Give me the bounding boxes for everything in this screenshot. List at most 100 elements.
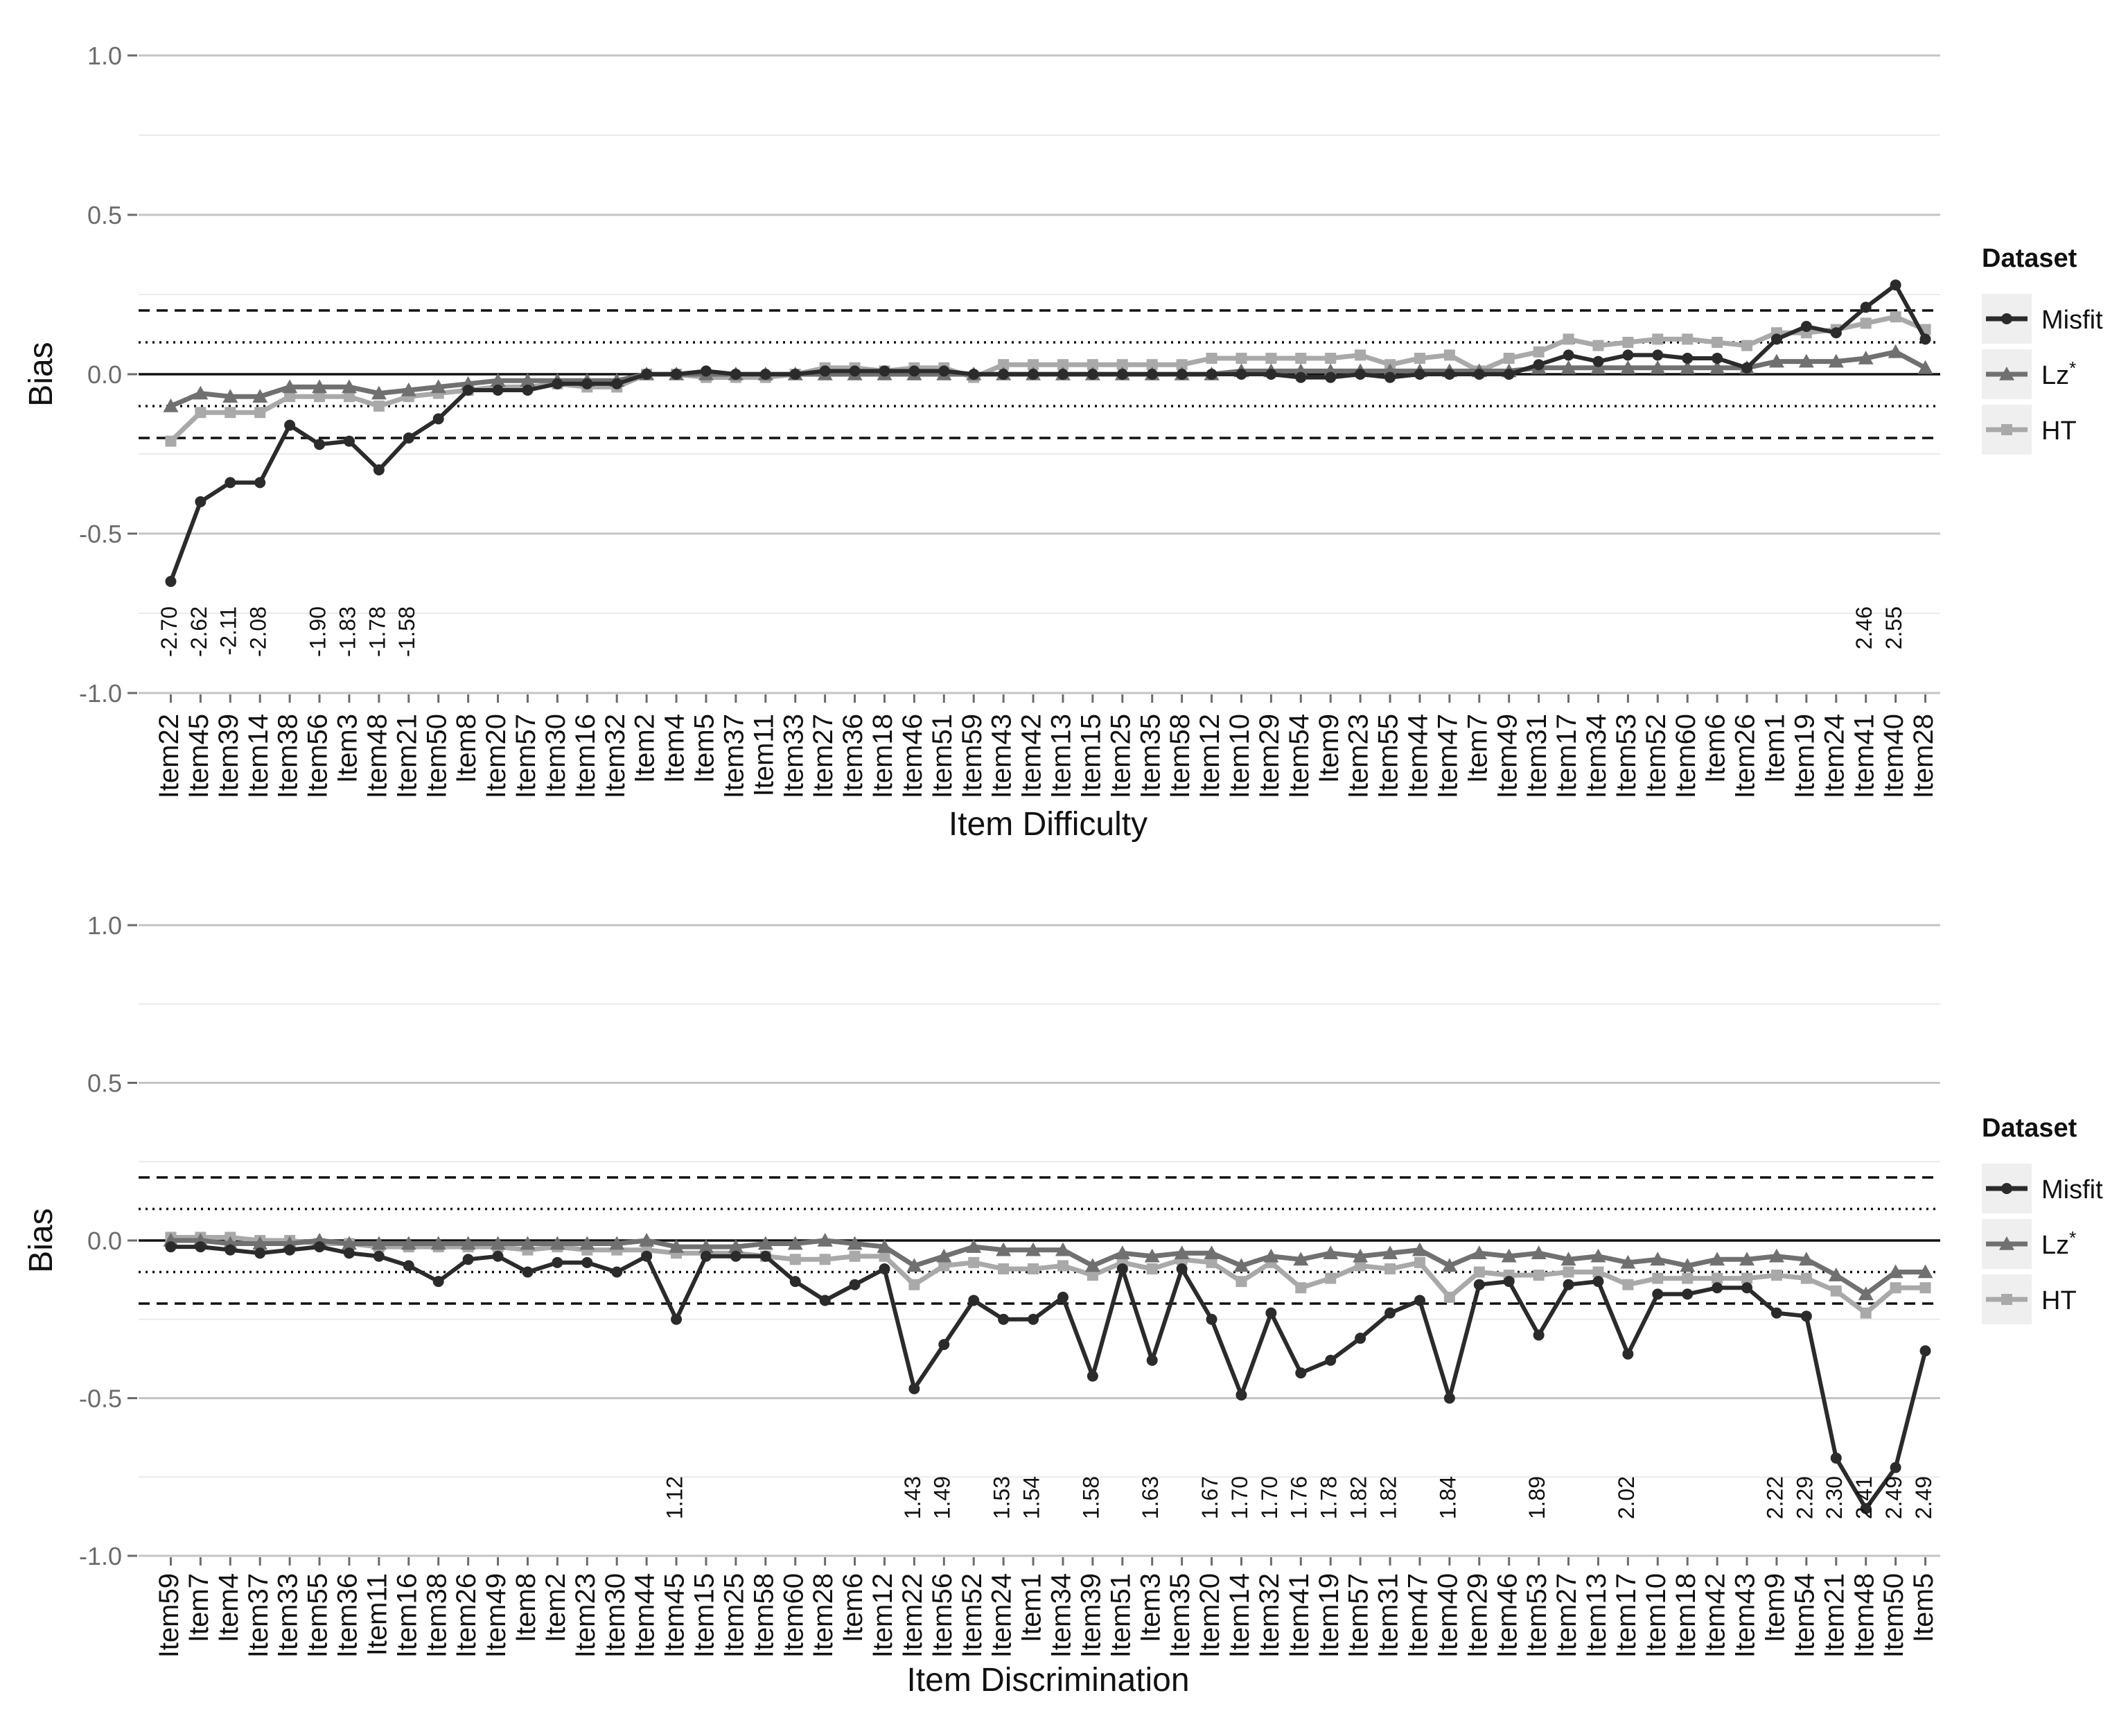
x-tick-label: Item55 <box>303 1573 333 1658</box>
data-point <box>1709 360 1725 374</box>
x-tick-label: Item57 <box>1344 1573 1374 1658</box>
data-point <box>1712 1272 1723 1284</box>
x-tick-label: Item3 <box>333 714 363 783</box>
x-tick-label: Item16 <box>570 714 601 798</box>
data-point <box>225 407 236 419</box>
x-tick-label: Item12 <box>1195 714 1225 798</box>
x-tick-label: Item32 <box>600 714 631 798</box>
x-tick-label: Item15 <box>689 1573 720 1658</box>
x-tick-label: Item10 <box>1224 714 1255 798</box>
data-point <box>1146 1354 1158 1366</box>
data-point <box>1236 353 1247 364</box>
data-point <box>1295 371 1307 383</box>
x-tick-label: Item38 <box>273 714 304 798</box>
data-point <box>1770 1307 1782 1319</box>
x-tick-label: Item27 <box>808 714 838 798</box>
data-point <box>1828 353 1844 368</box>
data-point <box>609 1236 625 1250</box>
data-point <box>1531 1245 1547 1259</box>
legend-dataset-top: Dataset Misfit Lz* HT <box>1982 244 2103 455</box>
x-tick-label: Item2 <box>540 1573 571 1642</box>
data-point <box>1890 1462 1901 1473</box>
x-tick-label: Item31 <box>1522 714 1552 798</box>
data-point <box>1620 1254 1636 1269</box>
data-point <box>1652 349 1664 361</box>
data-point <box>460 1236 476 1250</box>
data-point <box>165 1241 177 1253</box>
data-point <box>163 398 179 412</box>
x-tick-label: Item44 <box>1403 714 1434 798</box>
data-point <box>1560 1252 1576 1266</box>
x-tick-label: Item8 <box>451 714 482 783</box>
data-point <box>252 1236 268 1250</box>
data-point <box>1355 369 1366 380</box>
x-tick-label: Item11 <box>362 1573 392 1656</box>
data-point <box>1860 1502 1872 1514</box>
data-point <box>1414 1295 1425 1306</box>
x-tick-label: Item35 <box>1165 1573 1195 1658</box>
x-tick-label: Item26 <box>451 1573 482 1658</box>
x-tick-label: Item13 <box>1581 1573 1612 1658</box>
x-tick-label: Item4 <box>660 714 690 783</box>
data-point <box>1680 360 1696 374</box>
data-point <box>1563 1266 1574 1278</box>
data-point <box>759 1250 771 1262</box>
data-point <box>1087 1270 1098 1281</box>
x-tick-label: Item49 <box>1492 714 1522 798</box>
x-tick-label: Item2 <box>630 714 660 783</box>
legend-label-text: HT <box>2041 1286 2077 1315</box>
x-tick-label: Item43 <box>1730 1573 1761 1658</box>
value-annotation: -1.83 <box>335 606 360 657</box>
x-tick-label: Item15 <box>1075 714 1106 798</box>
data-point <box>1890 1282 1901 1294</box>
data-point <box>1503 1276 1515 1288</box>
x-tick-label: Item28 <box>808 1573 838 1658</box>
data-point <box>1325 353 1337 364</box>
x-tick-label: Item52 <box>957 1573 987 1658</box>
data-point <box>1592 1276 1604 1288</box>
data-point <box>373 401 385 412</box>
data-point <box>1443 1392 1455 1404</box>
data-point <box>1533 1329 1545 1341</box>
data-point <box>1206 369 1217 380</box>
data-point <box>1116 359 1128 371</box>
data-point <box>819 365 831 377</box>
data-point <box>908 1383 920 1394</box>
data-point <box>1325 1354 1337 1366</box>
data-point <box>1293 1252 1309 1266</box>
data-point <box>314 1241 326 1253</box>
data-point <box>1919 1345 1931 1357</box>
legend-label-superscript: * <box>2069 358 2076 378</box>
x-tick-label: Item58 <box>1165 714 1195 798</box>
x-tick-label: Item56 <box>927 1573 958 1658</box>
data-point <box>1650 1252 1666 1266</box>
data-point <box>998 1313 1010 1325</box>
value-annotation: 1.82 <box>1346 1476 1371 1519</box>
legend-marker-circle <box>2001 313 2012 324</box>
data-point <box>1236 369 1247 380</box>
data-point <box>430 1236 446 1250</box>
data-point <box>1087 359 1098 371</box>
data-point <box>1265 369 1277 380</box>
x-tick-label: Item8 <box>511 1573 541 1642</box>
data-point <box>1353 1248 1369 1263</box>
data-point <box>165 576 177 587</box>
data-point <box>1563 349 1574 361</box>
data-point <box>1146 369 1158 380</box>
value-annotation: 1.53 <box>990 1476 1014 1519</box>
y-tick-label: 1.0 <box>87 911 122 940</box>
x-tick-label: Item22 <box>897 1573 928 1658</box>
data-point <box>698 1239 714 1253</box>
data-point <box>1680 1258 1696 1272</box>
x-tick-label: Item6 <box>838 1573 868 1642</box>
data-point <box>1146 1263 1158 1274</box>
data-point <box>1028 369 1039 380</box>
x-tick-label: Item1 <box>1760 714 1791 783</box>
y-tick-label: 0.5 <box>87 201 122 229</box>
data-point <box>314 391 326 403</box>
x-tick-label: Item5 <box>1908 1573 1939 1642</box>
data-point <box>849 1250 861 1262</box>
value-annotation: 2.02 <box>1614 1476 1639 1519</box>
legend-label-text: Lz <box>2041 361 2069 390</box>
value-annotation: -2.70 <box>157 606 182 657</box>
